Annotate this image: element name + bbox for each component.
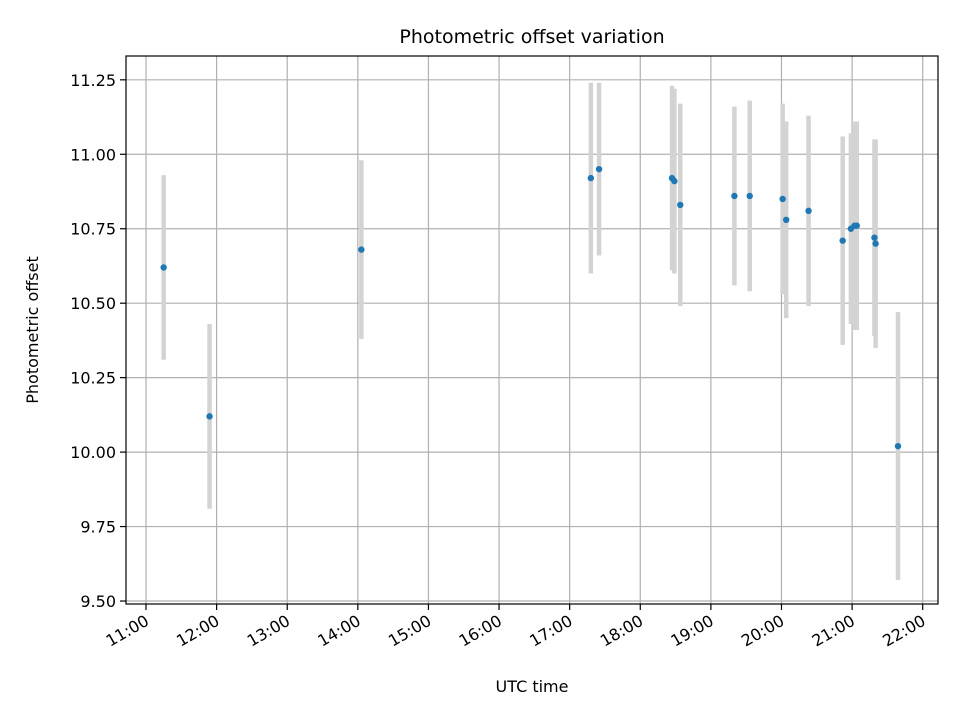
data-point: [206, 413, 213, 420]
data-point: [595, 165, 603, 173]
y-tick-label: 11.00: [70, 145, 116, 164]
data-point: [731, 192, 738, 200]
y-tick-label: 10.25: [70, 369, 116, 388]
data-point: [160, 264, 167, 271]
y-tick-label: 10.50: [70, 294, 116, 313]
chart-title: Photometric offset variation: [399, 26, 664, 48]
y-tick-label: 11.25: [70, 71, 116, 90]
data-point: [805, 207, 812, 215]
data-point: [779, 195, 786, 203]
y-tick-label: 9.75: [80, 518, 116, 537]
data-point: [587, 174, 595, 182]
data-point: [894, 442, 902, 450]
data-point: [871, 234, 878, 241]
data-point: [671, 177, 678, 185]
data-point: [746, 192, 753, 200]
x-axis-label: UTC time: [496, 677, 569, 696]
y-tick-label: 10.75: [70, 220, 116, 239]
data-points: [160, 165, 902, 450]
y-tick-label: 10.00: [70, 443, 116, 462]
y-axis-label: Photometric offset: [23, 256, 42, 404]
data-point: [358, 246, 365, 253]
data-point: [782, 216, 790, 224]
data-point: [839, 237, 846, 244]
data-point: [853, 222, 860, 229]
y-axis-ticks: 9.50 9.75 10.00 10.25 10.50 10.75 11.00 11.25: [70, 71, 126, 611]
data-point: [872, 240, 879, 247]
plot-frame: [125, 55, 939, 605]
y-tick-label: 9.50: [80, 592, 116, 611]
data-point: [677, 201, 684, 209]
